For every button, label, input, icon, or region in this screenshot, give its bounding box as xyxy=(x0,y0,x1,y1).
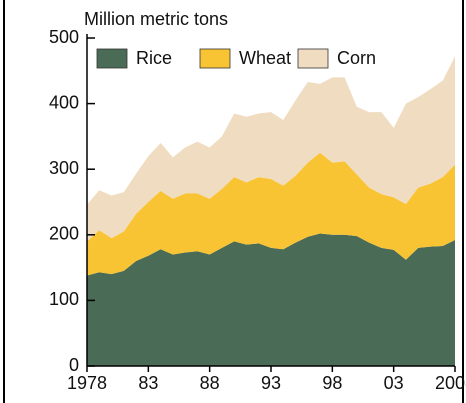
legend-swatch xyxy=(297,48,329,69)
x-tick-label: 1978 xyxy=(67,373,107,393)
area xyxy=(87,233,455,366)
x-tick-label: 98 xyxy=(322,373,342,393)
y-tick-label: 200 xyxy=(49,224,79,244)
x-tick-label: 93 xyxy=(261,373,281,393)
y-tick-label: 500 xyxy=(49,27,79,47)
area xyxy=(87,56,455,242)
x-tick-label: 88 xyxy=(200,373,220,393)
y-tick-label: 400 xyxy=(49,92,79,112)
legend-swatch xyxy=(96,48,128,69)
legend-item: Corn xyxy=(297,48,376,69)
legend-label: Corn xyxy=(337,48,376,68)
y-axis-label: Million metric tons xyxy=(84,9,228,29)
x-tick-label: 83 xyxy=(138,373,158,393)
area xyxy=(87,152,455,276)
y-tick-label: 0 xyxy=(69,355,79,375)
legend-swatch xyxy=(199,48,231,69)
legend-item: Wheat xyxy=(199,48,291,69)
y-tick-label: 100 xyxy=(49,289,79,309)
legend-label: Rice xyxy=(136,48,172,68)
x-tick-label: 2008 xyxy=(435,373,466,393)
legend-label: Wheat xyxy=(239,48,291,68)
y-tick-label: 300 xyxy=(49,158,79,178)
legend-item: Rice xyxy=(96,48,172,69)
x-tick-label: 03 xyxy=(384,373,404,393)
